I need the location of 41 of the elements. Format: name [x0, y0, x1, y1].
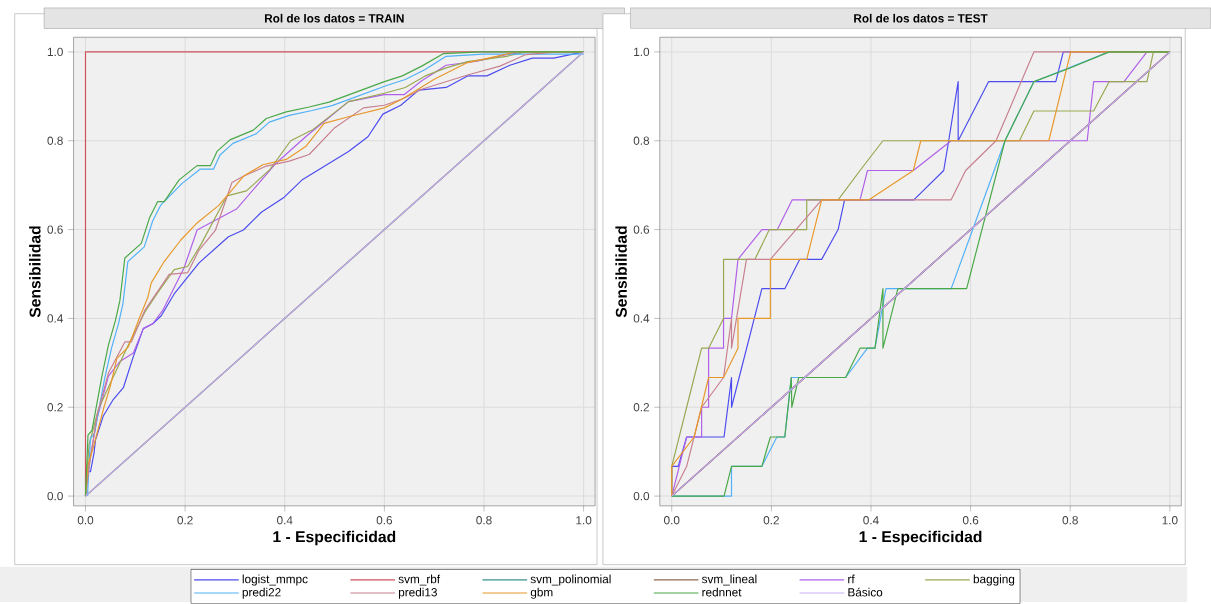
x-tick-label: 0.8 [1062, 516, 1078, 525]
x-tick-label: 1.0 [576, 516, 592, 525]
legend-label: gbm [530, 587, 553, 599]
y-tick-label: 0.4 [47, 314, 63, 323]
legend-label: rednnet [702, 587, 742, 597]
x-tick-label: 0.6 [962, 516, 979, 525]
x-tick-label: 0.6 [376, 516, 393, 525]
y-tick-label: 0.0 [633, 492, 650, 501]
x-tick-label: 0.2 [763, 516, 779, 525]
y-tick-label: 0.6 [633, 225, 650, 234]
y-tick-label: 0.2 [633, 403, 649, 412]
y-tick-label: 1.0 [47, 47, 63, 57]
y-tick-label: 0.8 [633, 136, 650, 146]
legend-label: predi22 [242, 587, 281, 599]
y-tick-label: 0.8 [47, 136, 63, 146]
legend-label: bagging [973, 574, 1015, 586]
legend-label: logist_mmpc [242, 574, 308, 586]
x-axis-title: 1 - Especificidad [859, 530, 982, 546]
y-axis-title: Sensibilidad [615, 226, 627, 318]
x-tick-label: 0.0 [664, 516, 680, 525]
x-tick-label: 0.2 [177, 516, 193, 525]
legend-label: svm_rbf [398, 574, 441, 586]
legend-label: rf [848, 574, 855, 584]
legend-label: svm_polinomial [530, 574, 611, 586]
legend-label: predi13 [398, 587, 437, 599]
x-tick-label: 0.4 [863, 516, 879, 525]
legend-label: Básico [848, 587, 883, 597]
x-tick-label: 0.4 [277, 516, 293, 525]
chart-title: Rol de los datos = TEST [854, 13, 988, 23]
y-tick-label: 0.4 [633, 314, 650, 323]
x-axis-title: 1 - Especificidad [273, 530, 396, 546]
y-tick-label: 0.0 [47, 492, 63, 501]
x-tick-label: 1.0 [1162, 516, 1178, 525]
y-axis-title: Sensibilidad [29, 226, 41, 318]
y-tick-label: 0.2 [47, 403, 63, 412]
y-tick-label: 0.6 [47, 225, 63, 234]
legend-label: svm_lineal [701, 574, 757, 586]
chart-title: Rol de los datos = TRAIN [264, 13, 404, 23]
x-tick-label: 0.8 [476, 516, 492, 525]
x-tick-label: 0.0 [77, 516, 94, 525]
y-tick-label: 1.0 [634, 47, 650, 57]
